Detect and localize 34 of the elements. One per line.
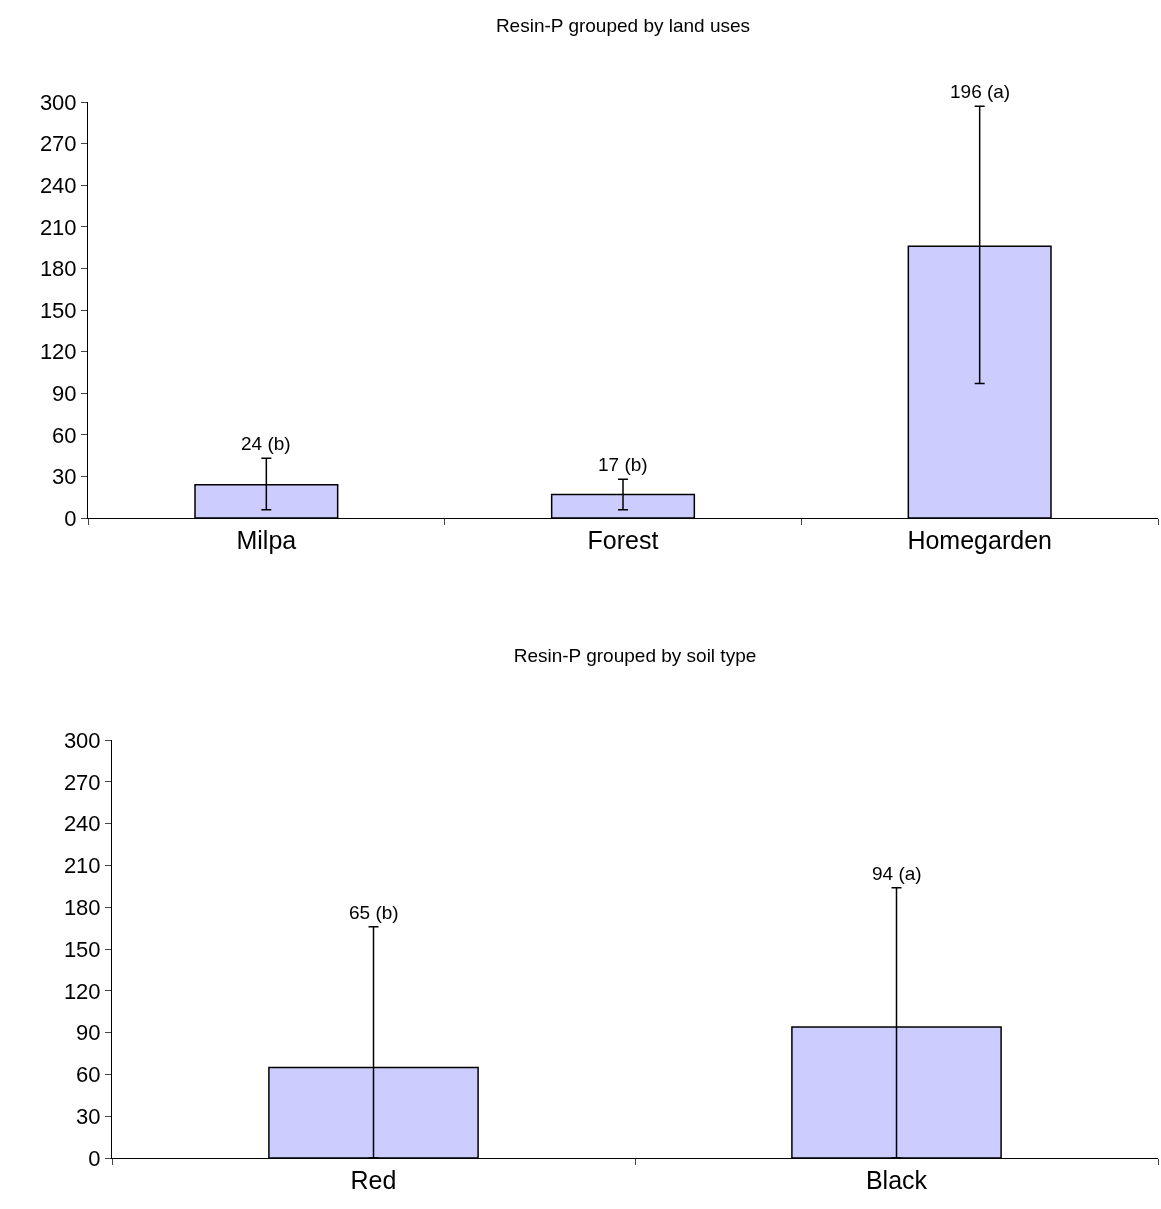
y-tick-label: 30 [76, 1103, 101, 1129]
annotation: 24 (b) [241, 433, 291, 454]
annotation: 65 (b) [349, 902, 399, 923]
chart-title: Resin-P grouped by soil type [513, 644, 757, 666]
y-tick-label: 0 [88, 1145, 101, 1171]
x-tick-label: Homegarden [907, 526, 1052, 554]
y-tick-label: 150 [39, 297, 77, 323]
annotation: 94 (a) [872, 863, 922, 884]
y-tick-label: 210 [63, 853, 101, 879]
y-tick-label: 90 [52, 380, 77, 406]
y-tick-label: 30 [52, 464, 77, 490]
y-tick-label: 0 [64, 505, 77, 531]
y-tick-label: 300 [39, 89, 77, 115]
x-tick-label: Milpa [236, 526, 297, 554]
y-tick-label: 240 [63, 811, 101, 837]
y-tick-label: 180 [39, 256, 77, 282]
y-tick-label: 180 [63, 894, 101, 920]
x-tick-label: Black [865, 1166, 928, 1194]
y-tick-label: 300 [63, 727, 101, 753]
y-tick-label: 210 [39, 214, 77, 240]
y-tick-label: 60 [76, 1062, 101, 1088]
y-tick-label: 240 [39, 172, 77, 198]
chart-title: Resin-P grouped by land uses [495, 14, 751, 36]
y-tick-label: 270 [39, 131, 77, 157]
y-tick-label: 270 [63, 769, 101, 795]
annotation: 17 (b) [598, 454, 648, 475]
y-tick-label: 60 [52, 422, 77, 448]
annotation: 196 (a) [950, 81, 1011, 102]
y-tick-label: 120 [63, 978, 101, 1004]
y-tick-label: 90 [76, 1020, 101, 1046]
y-tick-label: 120 [39, 339, 77, 365]
x-tick-label: Red [350, 1166, 397, 1194]
x-tick-label: Forest [587, 526, 659, 554]
y-tick-label: 150 [63, 936, 101, 962]
